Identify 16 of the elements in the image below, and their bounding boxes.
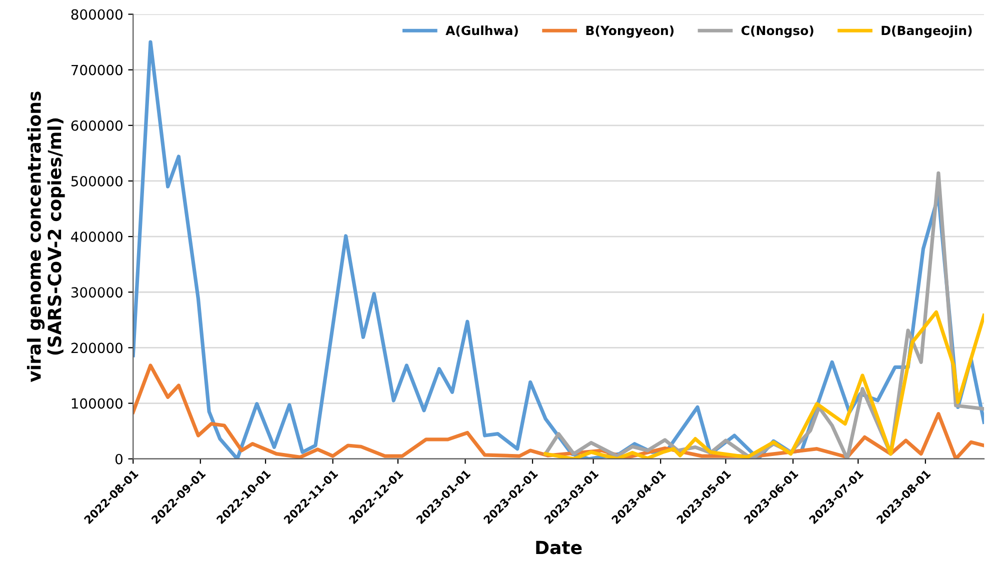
y-tick-label: 300000 — [71, 287, 122, 298]
line-series — [544, 310, 984, 459]
y-tick-label: 400000 — [71, 232, 122, 242]
y-tick-label: 500000 — [71, 176, 122, 186]
y-tick-label: 700000 — [72, 64, 122, 76]
y-tick-label: 100000 — [72, 398, 122, 409]
legend-label: D(Bangeojin) — [882, 26, 972, 38]
legend-label: A(Gulhwa) — [446, 26, 518, 37]
legend-label: B(Yongyeon) — [586, 26, 674, 38]
y-axis-title: viral genome concentrations (SARS-CoV-2 copies/ml) — [26, 92, 65, 382]
y-tick-label: 0 — [115, 454, 122, 464]
x-axis-title: Date — [536, 540, 582, 554]
y-tick-label: 600000 — [71, 120, 122, 131]
y-tick-label: 200000 — [71, 342, 122, 354]
y-tick-label: 800000 — [71, 9, 122, 20]
legend-label: C(Nongso) — [741, 26, 814, 38]
